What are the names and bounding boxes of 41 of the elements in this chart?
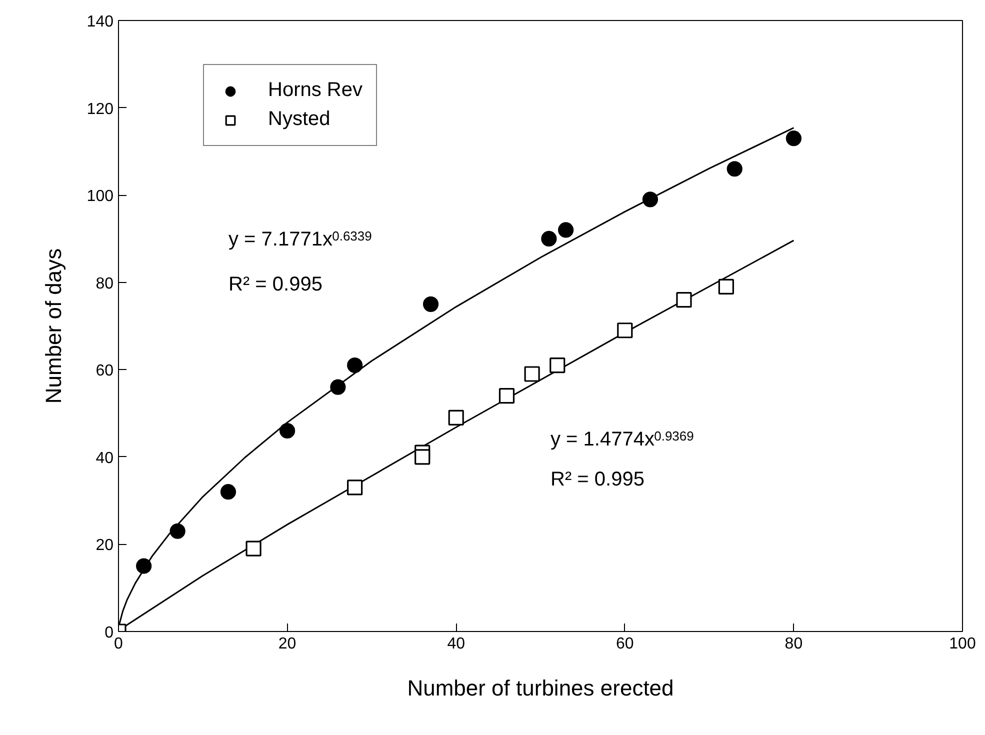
point: [498, 388, 515, 404]
point: [786, 130, 802, 146]
y-tick-label: 120: [86, 100, 114, 118]
point: [676, 292, 692, 308]
point: [642, 192, 658, 208]
x-tick-label: 60: [616, 636, 634, 652]
y-tick-label: 100: [86, 188, 114, 206]
y-tick-label: 60: [96, 362, 114, 380]
point: [246, 540, 262, 556]
point: [347, 480, 363, 496]
point: [524, 366, 540, 382]
point: [726, 161, 742, 177]
point: [280, 422, 296, 439]
y-tick-label: 80: [96, 275, 114, 292]
y-axis-title: Number of days: [40, 248, 66, 404]
point: [220, 484, 236, 500]
point: [550, 357, 566, 374]
legend-label: Horns Rev: [268, 79, 362, 102]
point: [718, 278, 734, 295]
point: [541, 230, 557, 246]
point: [617, 322, 633, 338]
point: [330, 379, 346, 395]
x-axis-title: Number of turbines erected: [407, 676, 674, 700]
x-tick-label: 20: [278, 636, 296, 652]
point: [170, 523, 186, 539]
point: [558, 222, 574, 238]
point: [136, 558, 152, 574]
annotation: R² = 0.995: [228, 274, 322, 296]
y-tick-label: 40: [96, 450, 114, 467]
x-tick-label: 80: [784, 636, 803, 652]
point: [448, 410, 464, 426]
legend-label: Nysted: [268, 108, 330, 131]
y-tick-label: 20: [96, 537, 114, 554]
y-tick-label: 140: [86, 14, 114, 30]
y-tick-label: 0: [104, 624, 114, 642]
x-tick-label: 40: [447, 636, 466, 652]
point: [414, 449, 430, 465]
point: [347, 357, 363, 374]
annotation: R² = 0.995: [550, 468, 644, 490]
x-tick-label: 100: [949, 636, 976, 652]
point: [422, 296, 439, 312]
